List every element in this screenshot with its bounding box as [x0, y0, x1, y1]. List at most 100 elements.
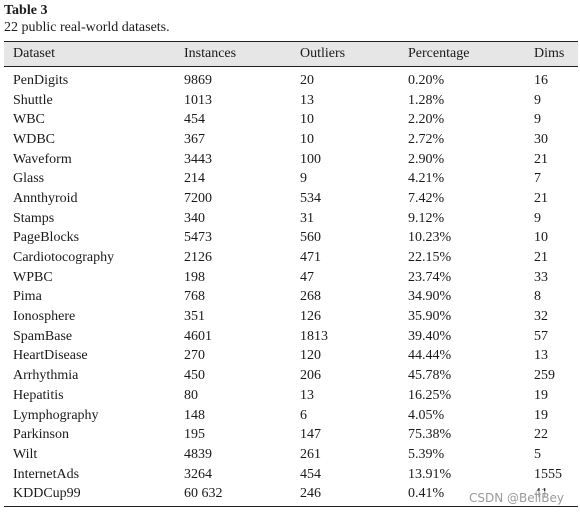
cell-percentage: 35.90%: [408, 309, 452, 325]
cell-percentage: 75.38%: [408, 427, 452, 443]
table-row: InternetAds 3264 454 13.91% 1555: [4, 465, 578, 485]
cell-outliers: 560: [300, 230, 321, 246]
cell-instances: 4601: [184, 328, 212, 344]
cell-dataset: Cardiotocography: [13, 250, 115, 266]
cell-percentage: 22.15%: [408, 250, 452, 266]
table-row: WBC 454 10 2.20% 9: [4, 110, 578, 130]
cell-outliers: 471: [300, 250, 321, 266]
cell-outliers: 147: [300, 427, 321, 443]
cell-instances: 450: [184, 368, 205, 384]
cell-dataset: Arrhythmia: [13, 368, 79, 384]
header-dataset: Dataset: [13, 46, 55, 61]
cell-dataset: HeartDisease: [13, 348, 88, 364]
cell-dims: 16: [534, 72, 548, 88]
cell-instances: 2126: [184, 250, 212, 266]
datasets-table: Dataset Instances Outliers Percentage Di…: [4, 41, 578, 508]
cell-percentage: 34.90%: [408, 289, 452, 305]
cell-dims: 21: [534, 151, 548, 167]
cell-dims: 5: [534, 446, 541, 462]
cell-instances: 3264: [184, 466, 212, 482]
cell-instances: 340: [184, 210, 205, 226]
table-header-row: Dataset Instances Outliers Percentage Di…: [4, 42, 578, 67]
table-row: WDBC 367 10 2.72% 30: [4, 130, 578, 150]
table-row: Lymphography 148 6 4.05% 19: [4, 406, 578, 426]
cell-dataset: Ionosphere: [13, 309, 76, 325]
cell-dataset: Wilt: [13, 446, 38, 462]
table-row: Waveform 3443 100 2.90% 21: [4, 150, 578, 170]
cell-percentage: 1.28%: [408, 92, 445, 108]
table-body: PenDigits 9869 20 0.20% 16 Shuttle 1013 13 1.28%…: [4, 67, 578, 506]
cell-percentage: 39.40%: [408, 328, 452, 344]
table-row: Parkinson 195 147 75.38% 22: [4, 425, 578, 445]
cell-dims: 19: [534, 407, 548, 423]
cell-outliers: 20: [300, 72, 314, 88]
cell-outliers: 126: [300, 309, 321, 325]
cell-dims: 33: [534, 269, 548, 285]
cell-percentage: 10.23%: [408, 230, 452, 246]
cell-outliers: 534: [300, 190, 321, 206]
cell-instances: 80: [184, 387, 198, 403]
header-outliers: Outliers: [300, 46, 346, 61]
cell-percentage: 2.72%: [408, 131, 445, 147]
cell-instances: 4839: [184, 446, 212, 462]
cell-dims: 32: [534, 309, 548, 325]
cell-dataset: Pima: [13, 289, 42, 305]
cell-dataset: WDBC: [13, 131, 55, 147]
cell-percentage: 45.78%: [408, 368, 452, 384]
table-row: Shuttle 1013 13 1.28% 9: [4, 91, 578, 111]
cell-instances: 1013: [184, 92, 212, 108]
cell-outliers: 261: [300, 446, 321, 462]
cell-dims: 259: [534, 368, 555, 384]
cell-dims: 1555: [534, 466, 562, 482]
cell-percentage: 9.12%: [408, 210, 445, 226]
cell-percentage: 4.21%: [408, 171, 445, 187]
cell-outliers: 47: [300, 269, 314, 285]
table-row: WPBC 198 47 23.74% 33: [4, 268, 578, 288]
header-dims: Dims: [534, 46, 565, 61]
cell-dims: 22: [534, 427, 548, 443]
table-row: Wilt 4839 261 5.39% 5: [4, 445, 578, 465]
cell-outliers: 206: [300, 368, 321, 384]
cell-percentage: 0.41%: [408, 486, 445, 502]
cell-dims: 19: [534, 387, 548, 403]
cell-instances: 367: [184, 131, 205, 147]
cell-percentage: 2.90%: [408, 151, 445, 167]
cell-dims: 9: [534, 210, 541, 226]
cell-outliers: 31: [300, 210, 314, 226]
cell-dims: 8: [534, 289, 541, 305]
cell-dataset: WPBC: [13, 269, 53, 285]
cell-outliers: 120: [300, 348, 321, 364]
cell-instances: 768: [184, 289, 205, 305]
cell-outliers: 9: [300, 171, 307, 187]
cell-dims: 7: [534, 171, 541, 187]
cell-outliers: 13: [300, 92, 314, 108]
cell-percentage: 23.74%: [408, 269, 452, 285]
cell-dataset: InternetAds: [13, 466, 80, 482]
cell-dataset: WBC: [13, 112, 45, 128]
cell-instances: 195: [184, 427, 205, 443]
cell-dataset: Waveform: [13, 151, 72, 167]
table-title: Table 3: [4, 3, 48, 18]
cell-percentage: 13.91%: [408, 466, 452, 482]
cell-instances: 148: [184, 407, 205, 423]
header-percentage: Percentage: [408, 46, 470, 61]
cell-dataset: PageBlocks: [13, 230, 80, 246]
cell-dims: 10: [534, 230, 548, 246]
cell-instances: 5473: [184, 230, 212, 246]
table-row: Arrhythmia 450 206 45.78% 259: [4, 366, 578, 386]
table-row: Cardiotocography 2126 471 22.15% 21: [4, 248, 578, 268]
table-row: HeartDisease 270 120 44.44% 13: [4, 347, 578, 367]
cell-instances: 454: [184, 112, 205, 128]
cell-percentage: 44.44%: [408, 348, 452, 364]
cell-outliers: 246: [300, 486, 321, 502]
cell-dataset: Hepatitis: [13, 387, 64, 403]
cell-instances: 9869: [184, 72, 212, 88]
cell-dataset: Annthyroid: [13, 190, 78, 206]
table-row: Pima 768 268 34.90% 8: [4, 288, 578, 308]
cell-dims: 13: [534, 348, 548, 364]
cell-instances: 3443: [184, 151, 212, 167]
cell-percentage: 2.20%: [408, 112, 445, 128]
cell-outliers: 13: [300, 387, 314, 403]
cell-dataset: Parkinson: [13, 427, 69, 443]
